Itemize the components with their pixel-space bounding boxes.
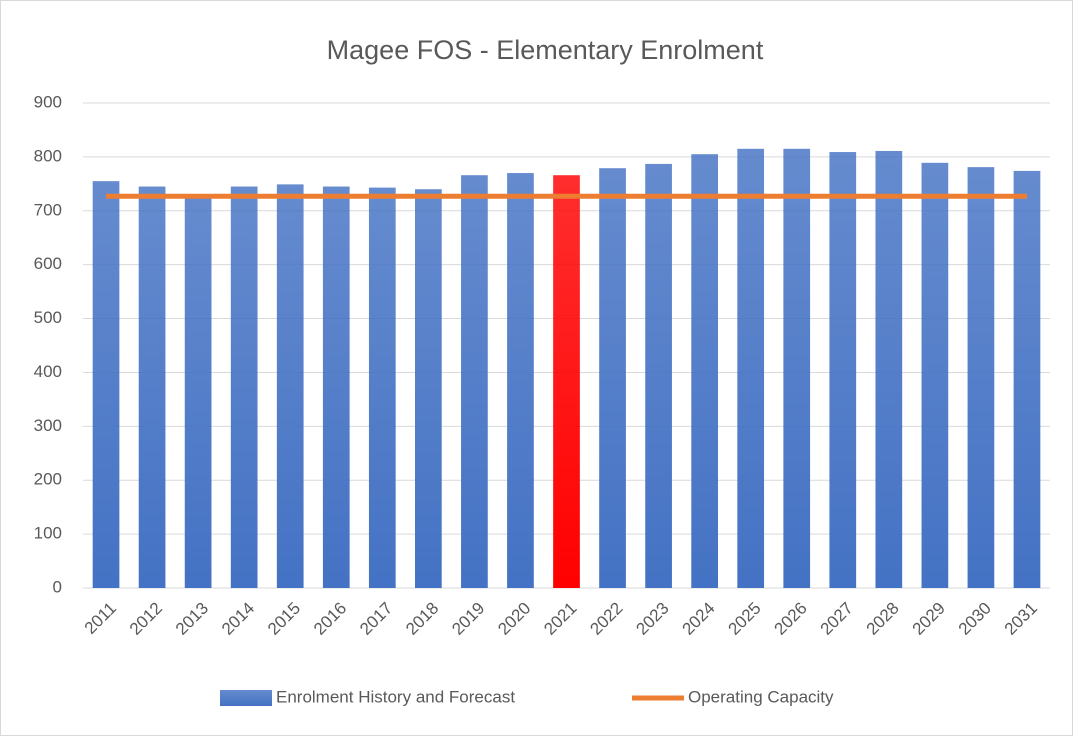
y-tick-label: 600 [34, 254, 62, 273]
y-tick-label: 400 [34, 362, 62, 381]
legend-label: Operating Capacity [688, 687, 834, 706]
bar [1013, 170, 1041, 588]
bar [829, 152, 857, 589]
bar [368, 187, 396, 588]
bar [415, 189, 442, 588]
y-tick-label: 700 [34, 200, 62, 219]
bar [691, 154, 718, 588]
bar [737, 148, 765, 589]
chart-title: Magee FOS - Elementary Enrolment [327, 35, 764, 65]
bar [921, 162, 949, 589]
y-tick-label: 300 [34, 416, 62, 435]
bar [783, 148, 811, 589]
legend-swatch [220, 690, 272, 706]
y-tick-label: 0 [53, 577, 62, 596]
y-tick-label: 100 [34, 524, 62, 543]
bar [645, 163, 672, 588]
bar [276, 184, 304, 588]
bar [138, 186, 166, 588]
bar [322, 186, 350, 588]
bar [967, 167, 995, 588]
y-tick-label: 200 [34, 470, 62, 489]
bar [553, 175, 580, 588]
y-tick-label: 900 [34, 92, 62, 111]
y-tick-label: 800 [34, 146, 62, 165]
legend-label: Enrolment History and Forecast [276, 687, 515, 706]
bar [461, 175, 488, 588]
bar [875, 150, 903, 588]
bar [92, 181, 120, 588]
bar [184, 195, 212, 588]
bar [230, 186, 258, 588]
bar [599, 168, 626, 588]
bar [507, 173, 534, 589]
y-tick-label: 500 [34, 308, 62, 327]
